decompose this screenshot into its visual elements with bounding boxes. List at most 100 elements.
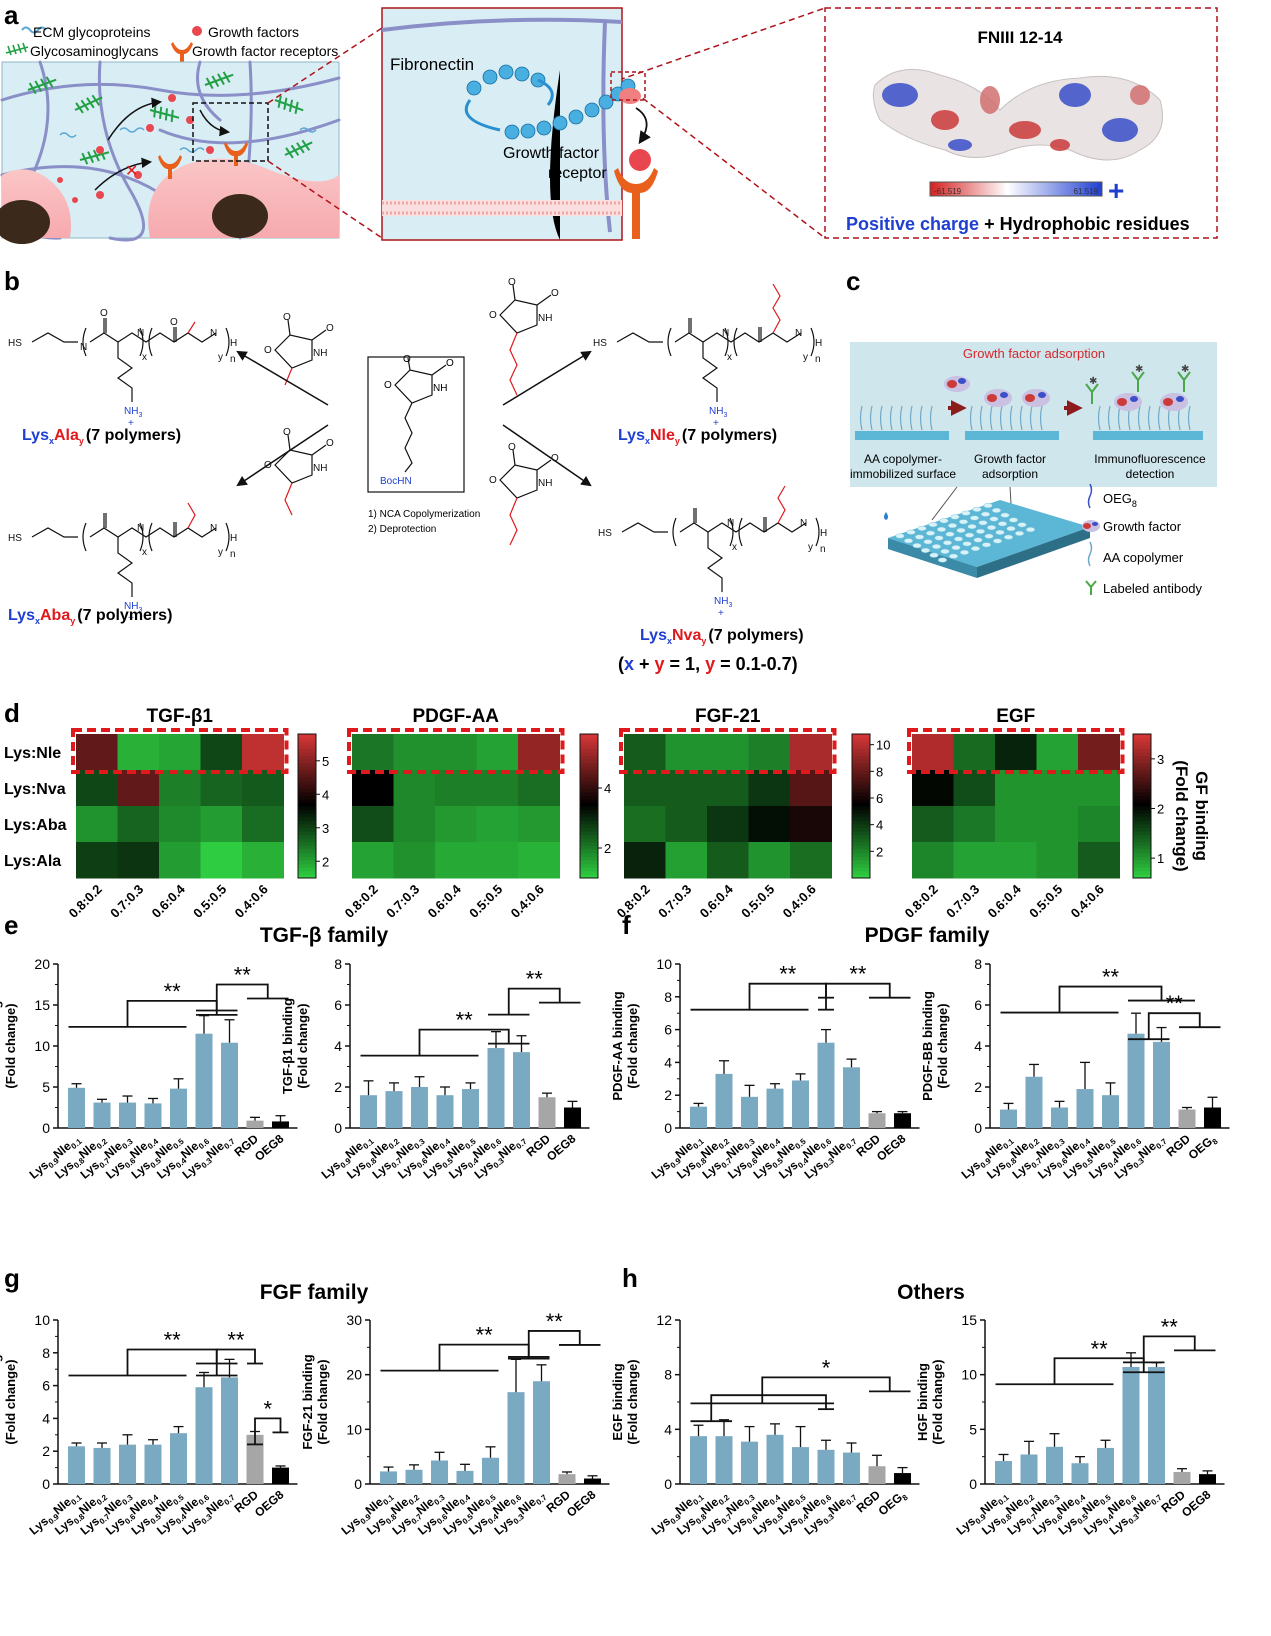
significance-mark: ** [234, 963, 252, 988]
y-tick-label: 0 [664, 1476, 672, 1492]
atom-o: O [489, 310, 497, 321]
y-tick-label: 8 [334, 956, 342, 972]
heatmap-cell [995, 842, 1037, 879]
bar [195, 1387, 213, 1484]
heatmap-cell [242, 734, 284, 771]
well [989, 516, 999, 522]
heatmap-cell [200, 734, 243, 771]
panel-b-letter: b [4, 266, 20, 296]
svg-text:✱: ✱ [1089, 376, 1097, 387]
significance-bracket [1058, 985, 1163, 1013]
colorbar-segment [1133, 791, 1151, 796]
heatmap-col-label: 0.5:0.5 [466, 882, 505, 921]
sub-x: x [727, 352, 732, 363]
colorbar-segment [852, 762, 870, 767]
colorbar-segment [852, 863, 870, 868]
heatmap-cell [665, 806, 708, 843]
colorbar-segment [852, 784, 870, 789]
svg-text:✱: ✱ [1135, 364, 1143, 375]
y-axis-label: (Fold change) [625, 1359, 640, 1444]
bar [221, 1042, 238, 1128]
heatmap-col-label: 0.7:0.3 [943, 882, 982, 921]
lysnle-label: LysxNley (7 polymers) [618, 427, 777, 446]
bar [1148, 1367, 1165, 1484]
colorbar-segment [852, 860, 870, 865]
nca-ring-ala: O O O NH [264, 312, 334, 386]
atom-n: N [210, 328, 217, 339]
well [937, 557, 948, 563]
heatmap-col-label: 0.8:0.2 [614, 882, 653, 921]
colorbar-segment [852, 849, 870, 854]
charge-scale-max: 61.519 [1074, 187, 1099, 196]
colorbar-tick-label: 6 [876, 791, 883, 806]
well-plate [884, 486, 1090, 578]
colorbar-segment [1133, 870, 1151, 875]
heatmap-cell [518, 734, 560, 771]
heatmap-cell [665, 770, 708, 807]
significance-mark: ** [456, 1008, 474, 1033]
y-axis-label: (Fold change) [3, 1003, 18, 1088]
significance-mark: * [263, 1396, 272, 1421]
sub-n: n [230, 354, 236, 365]
y-tick-label: 2 [664, 1087, 672, 1103]
bar [1046, 1446, 1063, 1484]
colorbar-segment [580, 860, 598, 865]
colorbar-segment [852, 842, 870, 847]
colorbar-segment [1133, 827, 1151, 832]
colorbar-segment [298, 780, 316, 785]
lysaba-label: LysxAbay (7 polymers) [8, 607, 172, 626]
colorbar-segment [580, 734, 598, 739]
sub-x: x [142, 547, 147, 558]
significance-bracket [126, 1348, 218, 1376]
sub-y: y [803, 352, 808, 363]
colorbar-segment [1133, 777, 1151, 782]
colorbar-segment [852, 755, 870, 760]
heatmap-col-label: 0.8:0.2 [66, 882, 105, 921]
atom-n: N [722, 328, 729, 339]
colorbar-tick-label: 8 [876, 764, 883, 779]
heatmap-cell [665, 734, 708, 771]
colorbar-segment [298, 762, 316, 767]
significance-mark: ** [476, 1323, 494, 1348]
heatmap-cell [624, 770, 666, 807]
heatmap-col-label: 0.6:0.4 [985, 881, 1025, 921]
lysnva-structure: HS N x N y H n NH3 + [598, 485, 827, 619]
colorbar-segment [1133, 834, 1151, 839]
heatmap-cell [1036, 806, 1079, 843]
colorbar-segment [852, 795, 870, 800]
colorbar-segment [580, 752, 598, 757]
atom-h: H [230, 533, 237, 544]
y-tick-label: 0 [354, 1476, 362, 1492]
well [912, 543, 922, 549]
bar [1127, 1033, 1145, 1128]
y-tick-label: 12 [656, 1312, 672, 1328]
y-axis-label: FGF-21 binding [300, 1354, 315, 1449]
ecm-glycoprotein-icon [21, 26, 47, 34]
y-tick-label: 4 [664, 1054, 672, 1070]
well [917, 525, 927, 531]
heatmap-cell [912, 734, 954, 771]
heatmap-cell [707, 770, 749, 807]
atom-o: O [170, 317, 178, 328]
well [1017, 522, 1027, 528]
colorbar-segment [852, 766, 870, 771]
colorbar-segment [580, 813, 598, 818]
colorbar-segment [580, 831, 598, 836]
legend-ecm-glycoproteins: ECM glycoproteins [33, 24, 151, 40]
atom-nh: NH [313, 463, 327, 474]
bar [1199, 1474, 1216, 1484]
y-tick-label: 0 [974, 1120, 982, 1136]
nca-ring-nva: O O O NH [489, 442, 559, 546]
heatmap-col-label: 0.7:0.3 [655, 882, 694, 921]
colorbar-segment [580, 867, 598, 872]
colorbar-segment [852, 813, 870, 818]
heatmap-cell [953, 734, 996, 771]
y-tick-label: 8 [974, 956, 982, 972]
colorbar-segment [852, 809, 870, 814]
caption-plus: + [979, 214, 1000, 234]
heatmap-cell [76, 842, 118, 879]
charge-scale-bar [929, 181, 1103, 197]
bar [538, 1097, 556, 1128]
step-copolymerization: 1) NCA Copolymerization [368, 509, 480, 520]
colorbar-segment [298, 874, 316, 879]
